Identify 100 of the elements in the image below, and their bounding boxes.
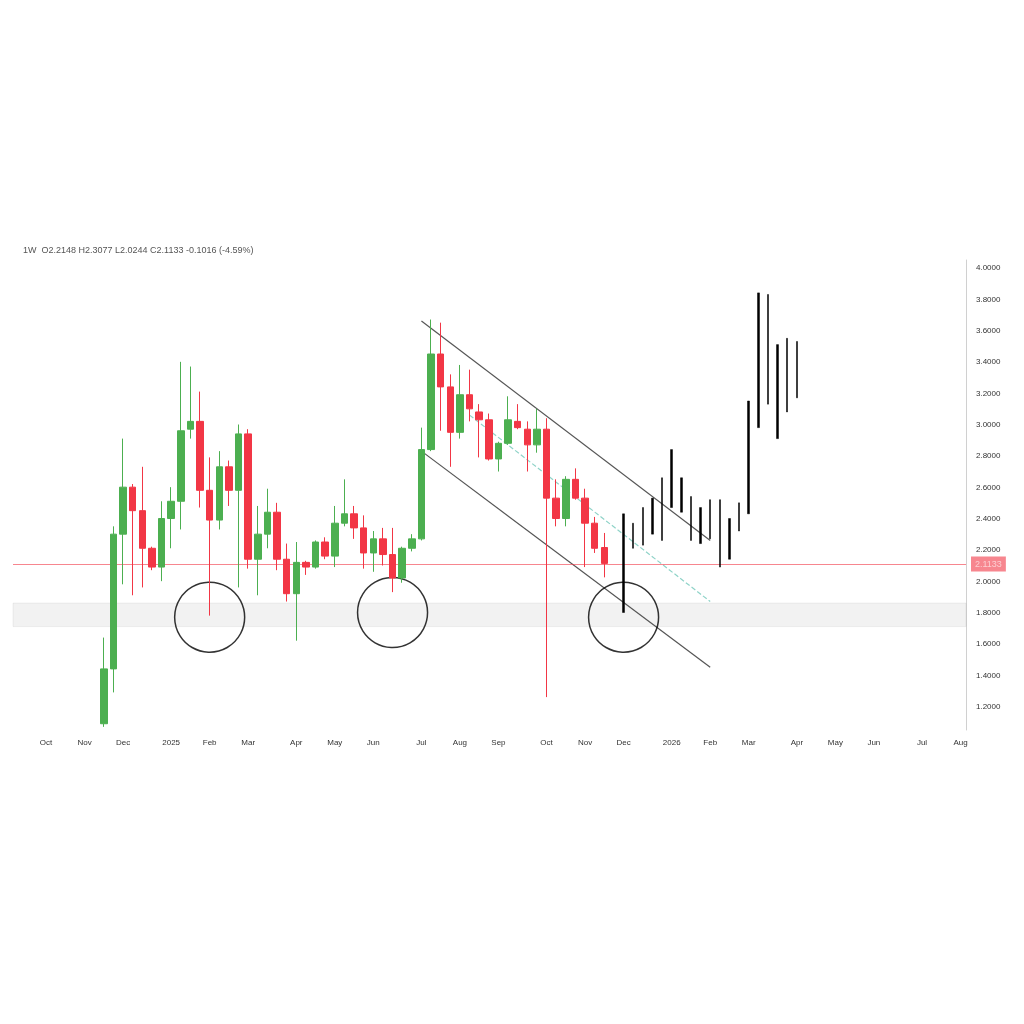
- x-tick-label: Nov: [577, 737, 593, 747]
- candlestick: [389, 527, 396, 593]
- candlestick: [632, 522, 634, 549]
- y-tick-label: 4.0000: [976, 263, 1002, 273]
- candlestick: [757, 292, 760, 428]
- x-tick-label: Mar: [241, 737, 256, 747]
- y-tick-label: 2.8000: [976, 451, 1002, 461]
- candlestick: [514, 403, 521, 430]
- candlestick: [475, 403, 483, 458]
- x-tick-label: 2026: [662, 737, 682, 747]
- candlestick: [177, 361, 185, 530]
- candlestick: [408, 533, 416, 552]
- y-tick-label: 1.8000: [976, 608, 1002, 617]
- x-tick-label: May: [827, 737, 843, 747]
- x-tick-label: Mar: [741, 737, 756, 747]
- candlestick: [148, 546, 156, 571]
- candlestick: [466, 369, 473, 422]
- candlestick: [495, 441, 502, 472]
- candlestick: [670, 449, 673, 508]
- y-tick-label: 2.6000: [976, 482, 1002, 492]
- candlestick: [187, 366, 194, 440]
- x-tick-label: Oct: [39, 737, 53, 747]
- y-tick-label: 3.2000: [976, 388, 1002, 398]
- candlestick: [216, 450, 223, 530]
- x-tick-label: 2025: [162, 737, 181, 747]
- candlestick: [418, 427, 425, 541]
- candlestick: [562, 475, 570, 527]
- x-tick-label: Aug: [452, 737, 468, 747]
- candlestick: [572, 467, 579, 501]
- candlestick: [139, 466, 146, 588]
- x-tick-label: Jun: [867, 737, 881, 747]
- x-tick-label: Nov: [77, 737, 92, 747]
- candlestick: [699, 507, 702, 544]
- candlestick: [119, 438, 127, 585]
- candlestick: [786, 338, 788, 413]
- x-tick-label: May: [327, 737, 343, 747]
- x-tick-label: Aug: [953, 737, 968, 747]
- candlestick: [100, 637, 108, 728]
- x-tick-label: Dec: [115, 737, 131, 747]
- candlestick: [158, 500, 165, 582]
- candlestick: [302, 560, 310, 576]
- y-tick-label: 3.8000: [976, 294, 1002, 304]
- candlestick: [206, 456, 213, 617]
- candlestick: [524, 420, 531, 472]
- candlestick: [398, 546, 406, 584]
- candlestick: [110, 525, 117, 693]
- candlestick: [273, 502, 281, 571]
- candlestick: [331, 505, 339, 568]
- y-tick-label: 1.2000: [976, 702, 1002, 711]
- y-tick-label: 1.6000: [976, 639, 1002, 649]
- candlestick: [321, 536, 329, 560]
- x-tick-label: Jul: [916, 737, 928, 747]
- candlestick: [341, 478, 348, 527]
- x-tick-label: Feb: [202, 737, 218, 747]
- candlestick: [254, 505, 262, 596]
- candlestick: [719, 499, 721, 568]
- candlestick: [264, 488, 271, 549]
- y-tick-label: 3.4000: [976, 357, 1002, 367]
- candlestick: [312, 539, 319, 570]
- candlestick: [690, 496, 692, 541]
- candlestick: [235, 424, 242, 588]
- candlestick: [293, 541, 300, 642]
- candlestick: [581, 488, 589, 568]
- candlestick: [167, 486, 175, 549]
- chart-title: 1W O2.2148 H2.3077 L2.0244 C2.1133 -0.1016 (-4.59%): [23, 244, 254, 255]
- candlestick: [796, 341, 798, 399]
- y-tick-label: 2.2000: [976, 545, 1002, 555]
- candlestick: [485, 413, 493, 462]
- x-tick-label: Jun: [366, 737, 380, 747]
- candlestick: [437, 322, 444, 432]
- candlestick: [776, 344, 779, 439]
- y-tick-label: 2.0000: [976, 576, 1002, 586]
- candlestick: [552, 478, 560, 527]
- candlestick: [728, 518, 731, 560]
- candlestick: [360, 514, 367, 570]
- candlestick: [543, 417, 550, 698]
- candlestick: [661, 477, 663, 541]
- candlestick: [601, 532, 608, 578]
- candlestick: [533, 408, 541, 454]
- x-tick-label: Jul: [416, 737, 427, 747]
- candlestick: [642, 507, 644, 546]
- candlestick: [738, 502, 740, 532]
- x-tick-label: Dec: [616, 737, 631, 747]
- candlestick: [370, 530, 377, 573]
- candlestick: [591, 516, 598, 554]
- x-tick-label: Oct: [540, 737, 554, 747]
- y-tick-label: 2.4000: [976, 514, 1002, 523]
- x-tick-label: Apr: [790, 737, 804, 747]
- candlestick: [196, 391, 204, 509]
- x-tick-label: Feb: [703, 737, 718, 747]
- candlestick: [504, 395, 512, 446]
- candlestick: [244, 428, 252, 570]
- candlestick: [447, 373, 454, 468]
- candlestick: [350, 505, 358, 540]
- candlestick: [283, 543, 290, 603]
- candlestick: [680, 477, 683, 513]
- candlestick: [427, 319, 435, 452]
- y-tick-label: 1.4000: [976, 670, 1002, 680]
- candlestick: [129, 483, 136, 596]
- candlestick: [456, 364, 464, 440]
